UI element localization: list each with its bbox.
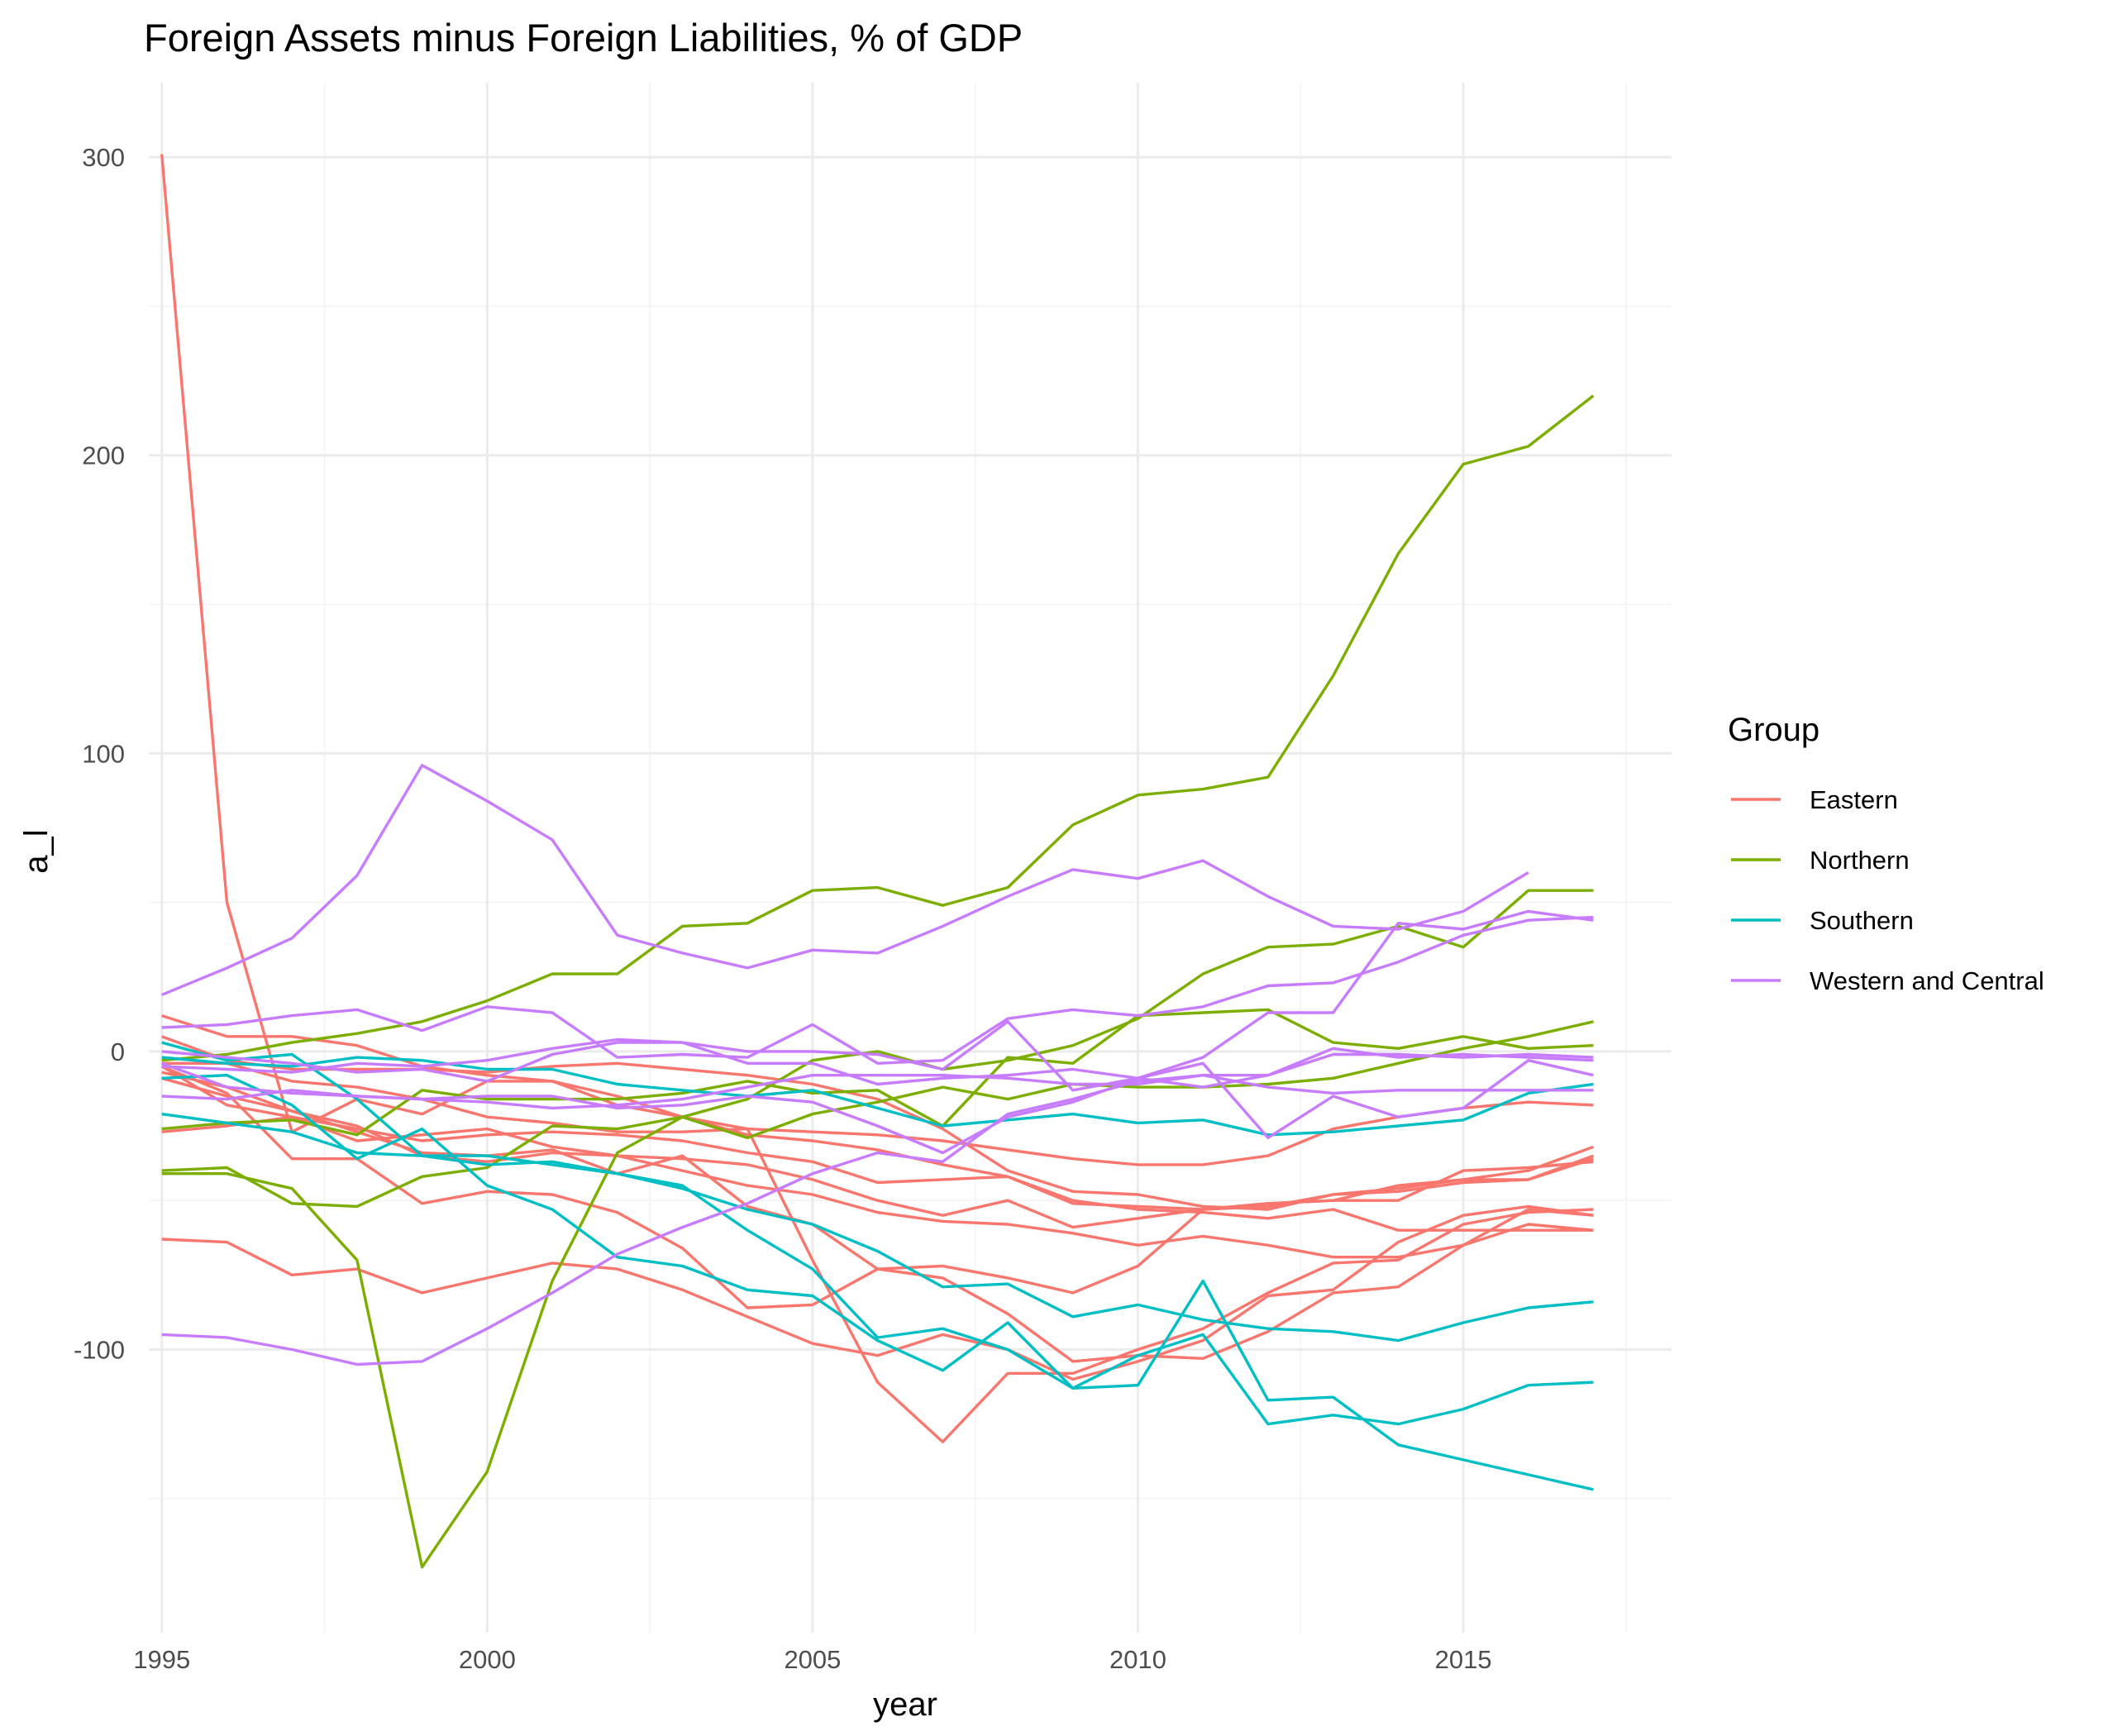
series-line-western-and-central (161, 764, 1529, 996)
series-line-southern (161, 1112, 1594, 1343)
legend-label-western-and-central: Western and Central (1810, 966, 2044, 995)
series-line-eastern (161, 1061, 1594, 1166)
series-line-southern (161, 1056, 1594, 1137)
y-axis-title: a_l (18, 829, 55, 873)
series-line-southern (161, 1074, 1594, 1491)
chart-title: Foreign Assets minus Foreign Liabilities… (144, 16, 1023, 60)
legend-label-eastern: Eastern (1810, 785, 1898, 814)
series-line-western-and-central (161, 909, 1594, 1092)
y-tick-label: 300 (82, 143, 125, 172)
x-axis-title: year (873, 1686, 937, 1723)
series-line-northern (161, 394, 1595, 1062)
series-line-western-and-central (161, 915, 1594, 1065)
y-tick-label: -100 (74, 1335, 125, 1364)
legend: Group Eastern Northern Southern Western and… (1728, 712, 2044, 995)
series-line-western-and-central (161, 1061, 1594, 1110)
series-line-eastern (161, 1204, 1594, 1381)
series-layer (160, 154, 1595, 1569)
series-line-eastern (161, 1071, 1594, 1363)
x-tick-label: 2010 (1109, 1645, 1166, 1674)
x-tick-label: 2000 (459, 1645, 516, 1674)
y-axis-ticks: 300 200 100 0 -100 (74, 143, 125, 1364)
series-line-southern (161, 1041, 1594, 1426)
grid (149, 83, 1672, 1633)
y-tick-label: 100 (82, 739, 125, 768)
series-line-northern (161, 889, 1594, 1569)
series-line-western-and-central (161, 1041, 1594, 1089)
series-line-northern (161, 1008, 1594, 1137)
legend-title: Group (1728, 712, 1819, 748)
series-line-western-and-central (161, 1052, 1594, 1366)
y-tick-label: 0 (111, 1037, 125, 1066)
y-tick-label: 200 (82, 441, 125, 470)
legend-label-northern: Northern (1810, 846, 1910, 875)
series-line-northern (161, 1020, 1594, 1209)
legend-label-southern: Southern (1810, 906, 1914, 935)
x-axis-ticks: 1995 2000 2005 2010 2015 (133, 1645, 1491, 1674)
x-tick-label: 1995 (133, 1645, 190, 1674)
series-line-eastern (160, 154, 1594, 1443)
x-tick-label: 2015 (1435, 1645, 1492, 1674)
x-tick-label: 2005 (784, 1645, 841, 1674)
